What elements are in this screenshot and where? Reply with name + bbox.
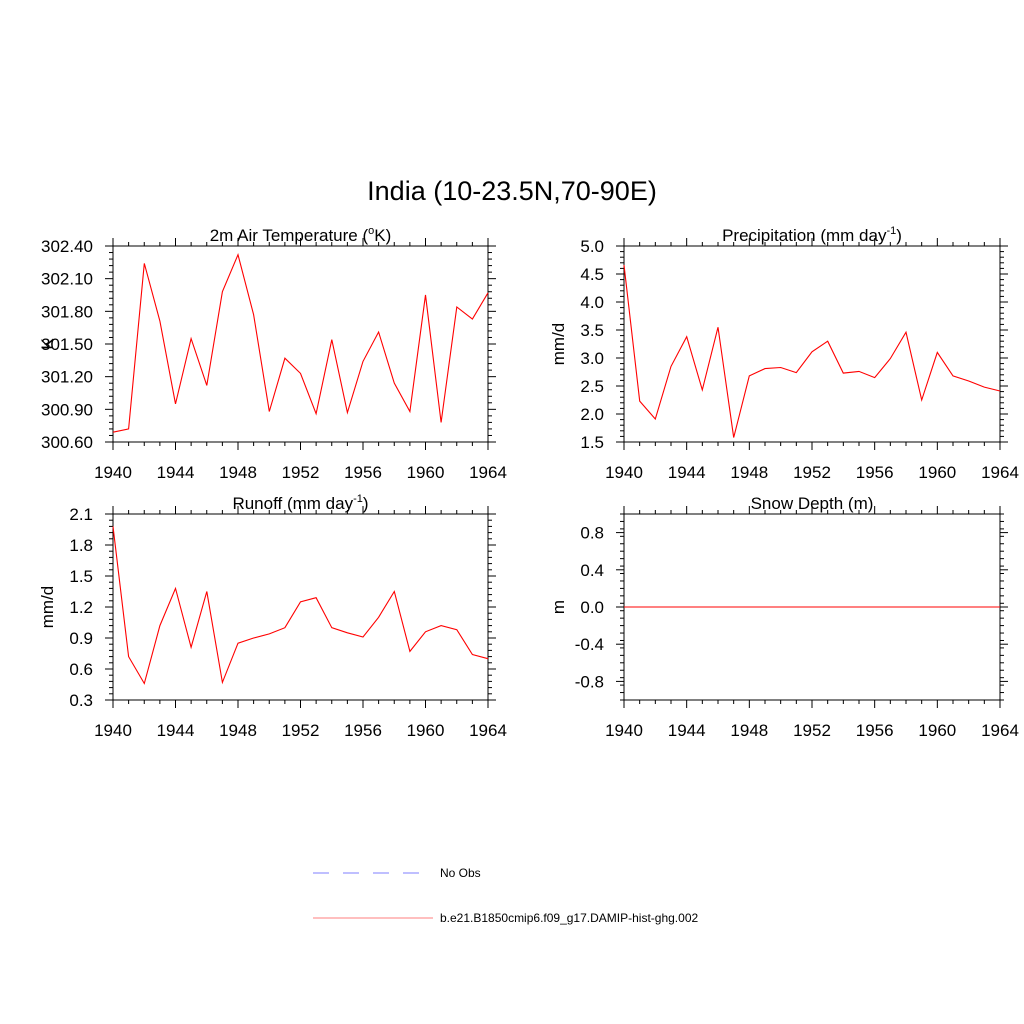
chart-precip-ytick-label: 3.5	[580, 321, 604, 340]
chart-snow-xtick-label: 1940	[605, 721, 643, 740]
chart-temp-ytick-label: 301.80	[41, 302, 93, 321]
chart-runoff-ytick-label: 1.5	[69, 567, 93, 586]
chart-precip-ytick-label: 5.0	[580, 237, 604, 256]
figure-title: India (10-23.5N,70-90E)	[367, 176, 657, 206]
chart-temp-ytick-label: 300.60	[41, 433, 93, 452]
chart-temp-xtick-label: 1944	[157, 463, 195, 482]
chart-runoff-ytick-label: 1.2	[69, 598, 93, 617]
chart-temp-title: 2m Air Temperature (oK)	[210, 225, 392, 245]
chart-snow-xtick-label: 1956	[856, 721, 894, 740]
chart-runoff-xtick-label: 1940	[94, 721, 132, 740]
legend: No Obs b.e21.B1850cmip6.f09_g17.DAMIP-hi…	[313, 866, 698, 925]
chart-snow-ytick-label: 0.0	[580, 598, 604, 617]
chart-temp-xtick-label: 1960	[407, 463, 445, 482]
chart-runoff-frame	[112, 513, 489, 701]
chart-temp-xtick-label: 1952	[282, 463, 320, 482]
chart-runoff-ytick-label: 2.1	[69, 505, 93, 524]
chart-runoff-xtick-label: 1948	[219, 721, 257, 740]
chart-precip-title-tail: )	[896, 226, 902, 245]
chart-runoff-xtick-label: 1944	[157, 721, 195, 740]
chart-precip-xtick-label: 1964	[981, 463, 1019, 482]
chart-precip-frame	[623, 245, 1001, 443]
chart-precip-ytick-label: 2.5	[580, 377, 604, 396]
chart-precip-title: Precipitation (mm day-1)	[722, 225, 902, 245]
chart-runoff-ylabel: mm/d	[38, 586, 57, 629]
chart-precip-xtick-label: 1948	[730, 463, 768, 482]
chart-temp-ytick-label: 300.90	[41, 400, 93, 419]
chart-temp-ytick-label: 302.40	[41, 237, 93, 256]
chart-snow-xtick-label: 1948	[730, 721, 768, 740]
chart-temp-xtick-label: 1940	[94, 463, 132, 482]
chart-temp-ytick-label: 301.50	[41, 335, 93, 354]
chart-runoff-series-0-line	[112, 526, 489, 685]
chart-snow-xtick-label: 1960	[918, 721, 956, 740]
chart-temp-series-0-line	[112, 252, 489, 433]
chart-temp-title-sup: o	[368, 225, 374, 237]
chart-runoff-title: Runoff (mm day-1)	[232, 493, 368, 513]
chart-snow-title: Snow Depth (m)	[751, 494, 874, 513]
chart-temp-xtick-label: 1948	[219, 463, 257, 482]
panel-snow-depth: Snow Depth (m) m 1940 1944 1948 1952 1956 1960 1…	[549, 494, 1019, 740]
chart-precip-title-main: Precipitation (mm day	[722, 226, 887, 245]
chart-precip-xtick-label: 1952	[793, 463, 831, 482]
chart-temp-ylabel: K	[38, 338, 57, 350]
chart-precip-ylabel: mm/d	[549, 323, 568, 366]
chart-runoff-title-tail: )	[363, 494, 369, 513]
chart-precip-ytick-label: 2.0	[580, 405, 604, 424]
chart-runoff-xtick-label: 1964	[469, 721, 507, 740]
chart-temp-xtick-label: 1964	[469, 463, 507, 482]
chart-runoff-ytick-label: 1.8	[69, 536, 93, 555]
chart-precip-ytick-label: 4.5	[580, 265, 604, 284]
chart-snow-ytick-label: -0.4	[575, 635, 604, 654]
chart-snow-ytick-label: -0.8	[575, 672, 604, 691]
chart-precip-title-sup: -1	[886, 225, 896, 237]
chart-temp-title-main: 2m Air Temperature (	[210, 226, 369, 245]
chart-runoff-xtick-label: 1956	[344, 721, 382, 740]
panel-precipitation: Precipitation (mm day-1) mm/d 1940 1944 1948…	[549, 225, 1019, 482]
chart-snow-title-main: Snow Depth (m)	[751, 494, 874, 513]
chart-snow-ytick-label: 0.4	[580, 561, 604, 580]
chart-temp-xtick-label: 1956	[344, 463, 382, 482]
chart-precip-xtick-label: 1956	[856, 463, 894, 482]
chart-precip-ytick-label: 4.0	[580, 293, 604, 312]
chart-precip-xtick-label: 1944	[668, 463, 706, 482]
chart-runoff-xtick-label: 1952	[282, 721, 320, 740]
chart-runoff-ytick-label: 0.3	[69, 691, 93, 710]
chart-precip-series-0-line	[623, 264, 1001, 438]
panel-runoff: Runoff (mm day-1) mm/d 1940 1944 1948 1952 195…	[38, 493, 507, 740]
chart-runoff-ytick-label: 0.6	[69, 660, 93, 679]
chart-precip-xtick-label: 1960	[918, 463, 956, 482]
chart-snow-xtick-label: 1964	[981, 721, 1019, 740]
chart-runoff-title-sup: -1	[353, 493, 363, 505]
chart-precip-ytick-label: 1.5	[580, 433, 604, 452]
chart-temp-title-tail: K)	[374, 226, 391, 245]
chart-runoff-ytick-label: 0.9	[69, 629, 93, 648]
legend-label-model: b.e21.B1850cmip6.f09_g17.DAMIP-hist-ghg.…	[440, 911, 698, 925]
chart-precip-ytick-label: 3.0	[580, 349, 604, 368]
chart-runoff-xtick-label: 1960	[407, 721, 445, 740]
chart-runoff-title-main: Runoff (mm day	[232, 494, 353, 513]
chart-precip-xtick-label: 1940	[605, 463, 643, 482]
chart-snow-ytick-label: 0.8	[580, 524, 604, 543]
chart-snow-ylabel: m	[549, 600, 568, 614]
chart-snow-xtick-label: 1944	[668, 721, 706, 740]
chart-temp-ytick-label: 302.10	[41, 270, 93, 289]
chart-snow-xtick-label: 1952	[793, 721, 831, 740]
panel-air-temperature: 2m Air Temperature (oK) K 1940 1944 1948 1952…	[38, 225, 507, 482]
chart-temp-ytick-label: 301.20	[41, 368, 93, 387]
legend-label-no-obs: No Obs	[440, 866, 481, 880]
